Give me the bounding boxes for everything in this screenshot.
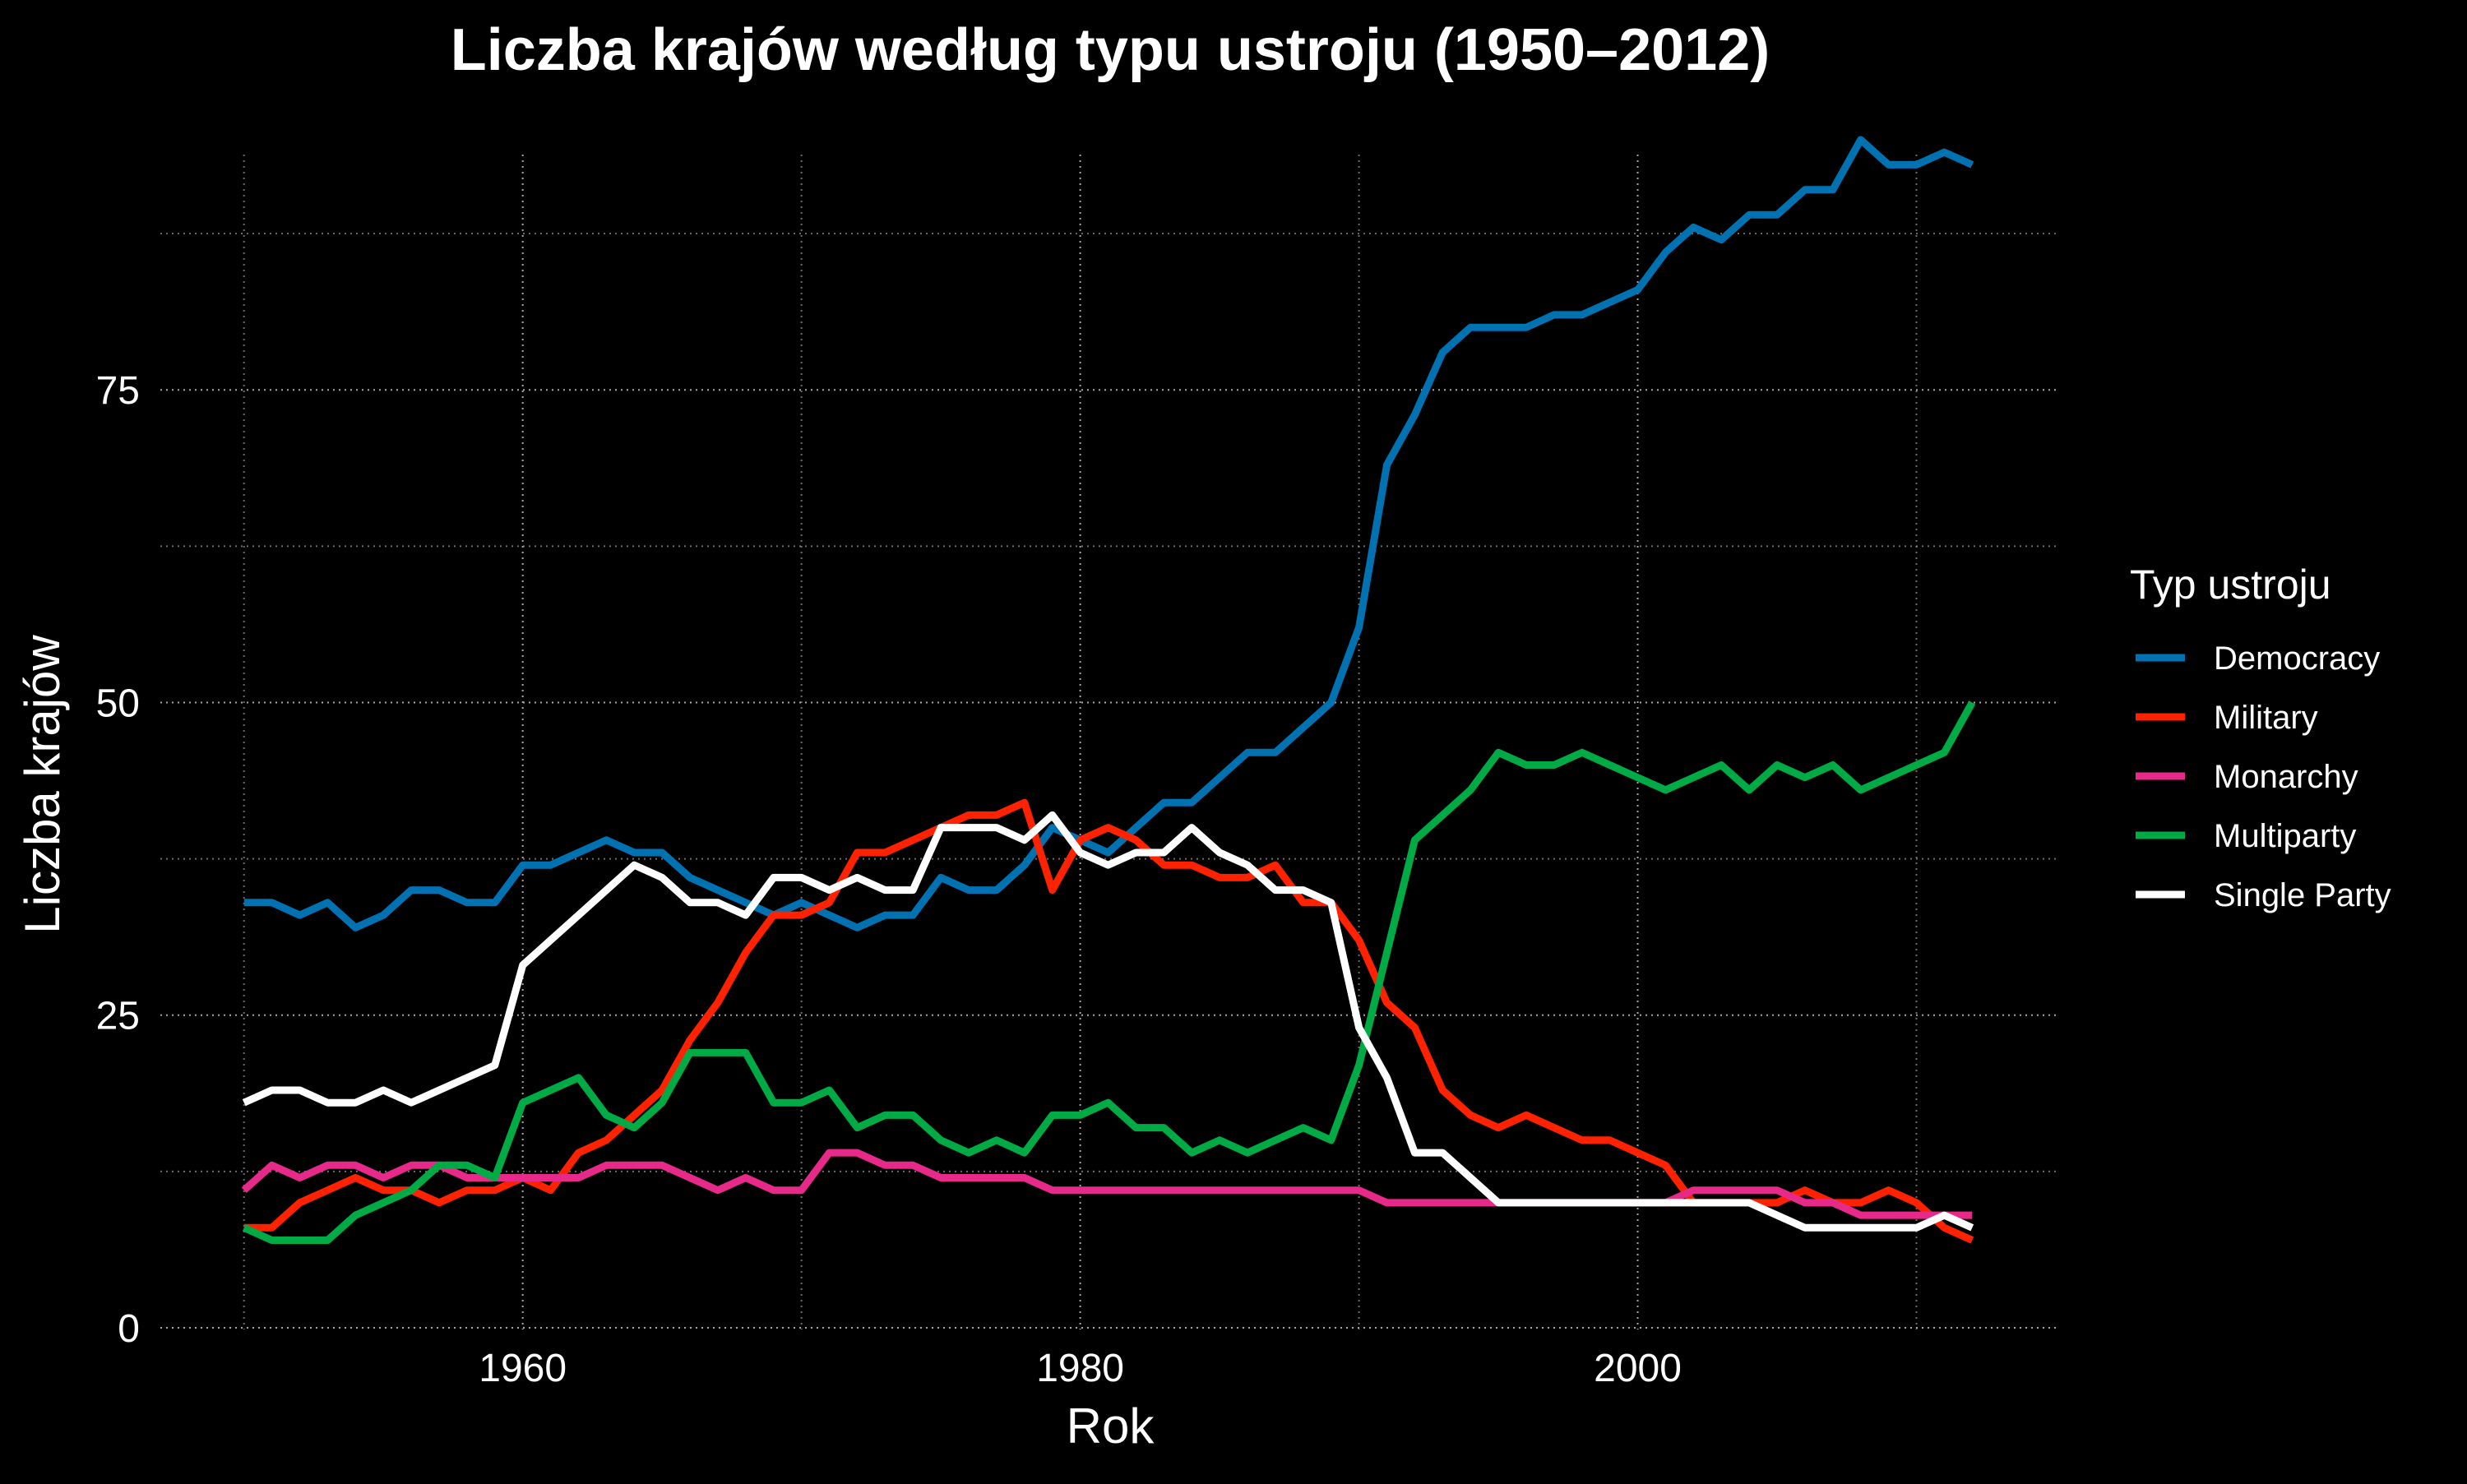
- legend-label-single-party: Single Party: [2214, 877, 2391, 913]
- y-tick-label: 0: [118, 1307, 140, 1351]
- y-axis-title: Liczba krajów: [15, 635, 70, 934]
- grid-lines: [160, 155, 2056, 1329]
- series-line-monarchy: [241, 1149, 1973, 1219]
- x-tick-label: 1960: [479, 1347, 567, 1390]
- legend-items: Democracy Military Monarchy Multiparty Singl…: [2136, 640, 2391, 913]
- series-line-multiparty: [242, 700, 1976, 1244]
- series-line-single-party: [242, 811, 1974, 1232]
- y-tick-label: 50: [96, 682, 140, 725]
- x-tick-label: 1980: [1036, 1347, 1124, 1390]
- series-lines: [241, 136, 1976, 1244]
- legend-label-military: Military: [2214, 700, 2318, 736]
- series-line-military: [243, 798, 1974, 1244]
- y-axis-tick-labels: 0 25 50 75: [96, 369, 140, 1351]
- chart-title: Liczba krajów według typu ustroju (1950–…: [451, 17, 1770, 83]
- x-axis-title: Rok: [1067, 1398, 1155, 1454]
- x-tick-label: 2000: [1594, 1347, 1682, 1390]
- series-line-democracy: [243, 136, 1974, 932]
- legend-label-monarchy: Monarchy: [2214, 759, 2358, 795]
- x-axis-tick-labels: 1960 1980 2000: [479, 1347, 1682, 1390]
- y-tick-label: 25: [96, 995, 140, 1038]
- legend-title: Typ ustroju: [2130, 562, 2331, 608]
- legend-label-democracy: Democracy: [2214, 640, 2380, 677]
- legend-label-multiparty: Multiparty: [2214, 818, 2356, 854]
- legend: Typ ustroju Democracy Military Monarchy Mul…: [2130, 562, 2391, 913]
- y-tick-label: 75: [96, 369, 140, 413]
